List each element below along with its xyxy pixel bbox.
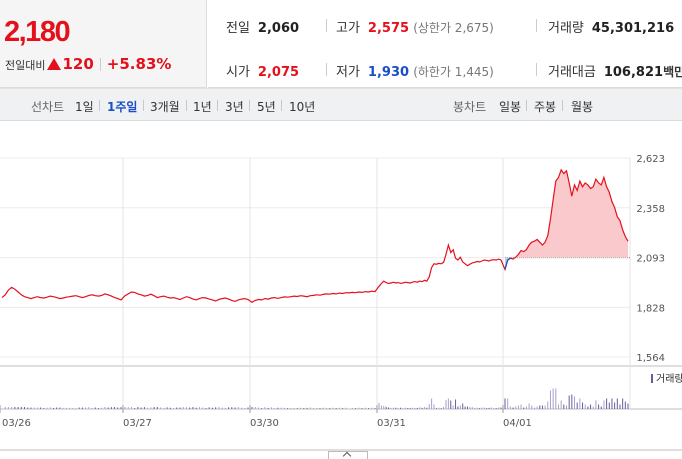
y-axis-labels: 2,623 2,358 2,093 1,828 1,564 [636, 154, 665, 364]
y-tick-label: 2,358 [636, 204, 665, 215]
stat-label: 전일 [226, 21, 250, 36]
period-1d[interactable]: 1일 [75, 100, 94, 114]
volume-bars: 거래량 [4, 373, 682, 409]
price-series-below [504, 257, 511, 270]
volume-legend-label: 거래량 [656, 373, 682, 385]
price-summary: 2,180 전일대비 120 +5.83% [0, 0, 207, 88]
x-axis-labels: 03/26 03/27 03/30 03/31 04/01 [0, 405, 532, 429]
candle-monthly[interactable]: 월봉 [571, 100, 594, 114]
divider [562, 100, 563, 111]
stat-value: 106,821 [603, 65, 664, 80]
divider [536, 63, 537, 76]
chevron-up-icon [342, 451, 352, 459]
collapse-button[interactable] [328, 451, 368, 459]
divider [143, 100, 144, 111]
period-1w[interactable]: 1주일 [107, 100, 138, 114]
stat-value: 45,301,216 [591, 21, 675, 36]
stat-volume: 거래량 45,301,216 [548, 17, 674, 36]
stat-sub: (상한가 2,675) [413, 21, 494, 35]
divider [249, 100, 250, 111]
line-chart-label: 선차트 [31, 100, 65, 114]
stat-label: 거래량 [548, 21, 584, 36]
period-10y[interactable]: 10년 [289, 100, 316, 114]
x-tick-label: 04/01 [503, 418, 532, 429]
divider [326, 19, 327, 32]
price-series [1, 168, 629, 304]
x-tick-label: 03/27 [123, 418, 152, 429]
x-tick-label: 03/26 [2, 418, 31, 429]
y-tick-label: 1,564 [636, 353, 665, 364]
divider [526, 100, 527, 111]
candle-daily[interactable]: 일봉 [499, 100, 522, 114]
period-1y[interactable]: 1년 [193, 100, 212, 114]
area-fill [505, 169, 628, 270]
divider [99, 58, 101, 71]
divider [536, 19, 537, 32]
chart-toolbar: 선차트 1일 1주일 3개월 1년 3년 5년 10년 봉차트 일봉 주봉 월봉 [0, 88, 682, 121]
stat-value: 1,930 [367, 65, 410, 80]
change-row: 전일대비 120 +5.83% [5, 55, 171, 73]
y-tick-label: 2,623 [636, 154, 665, 165]
up-triangle-icon [47, 58, 62, 70]
candle-weekly[interactable]: 주봉 [534, 100, 557, 114]
change-label: 전일대비 [5, 59, 46, 72]
change-amount: 120 [62, 55, 94, 73]
stat-sub: (하한가 1,445) [413, 65, 494, 79]
area-above-ref [505, 169, 628, 258]
stat-open: 시가 2,075 [226, 61, 299, 80]
period-3y[interactable]: 3년 [225, 100, 244, 114]
divider [217, 100, 218, 111]
stats-grid: 전일 2,060 시가 2,075 고가 2,575 (상한가 2,675) 저가 1,… [208, 0, 682, 88]
period-3m[interactable]: 3개월 [150, 100, 180, 114]
stat-high: 고가 2,575 (상한가 2,675) [336, 17, 494, 36]
stat-label: 거래대금 [548, 65, 596, 80]
stat-label: 시가 [226, 65, 250, 80]
volume-legend-icon [651, 374, 653, 383]
stat-low: 저가 1,930 (하한가 1,445) [336, 61, 494, 80]
price-chart[interactable]: 2,623 2,358 2,093 1,828 1,564 거래량 03/26 03/27… [0, 122, 682, 459]
change-percent: +5.83% [106, 55, 172, 73]
y-tick-label: 2,093 [636, 254, 665, 265]
stat-value: 2,075 [257, 65, 300, 80]
stat-value: 2,575 [367, 21, 410, 36]
stat-prev-close: 전일 2,060 [226, 17, 299, 36]
divider [99, 100, 100, 111]
period-5y[interactable]: 5년 [257, 100, 276, 114]
x-tick-label: 03/30 [250, 418, 279, 429]
divider [281, 100, 282, 111]
divider [186, 100, 187, 111]
x-tick-label: 03/31 [377, 418, 406, 429]
candle-chart-label: 봉차트 [453, 100, 487, 114]
stat-unit: 백만 [663, 65, 682, 79]
y-tick-label: 1,828 [636, 303, 665, 314]
price-line [1, 168, 629, 304]
stat-label: 고가 [336, 21, 360, 36]
current-price: 2,180 [4, 16, 71, 48]
divider [326, 63, 327, 76]
stat-amount: 거래대금 106,821백만 [548, 61, 682, 80]
stat-value: 2,060 [257, 21, 300, 36]
stat-label: 저가 [336, 65, 360, 80]
